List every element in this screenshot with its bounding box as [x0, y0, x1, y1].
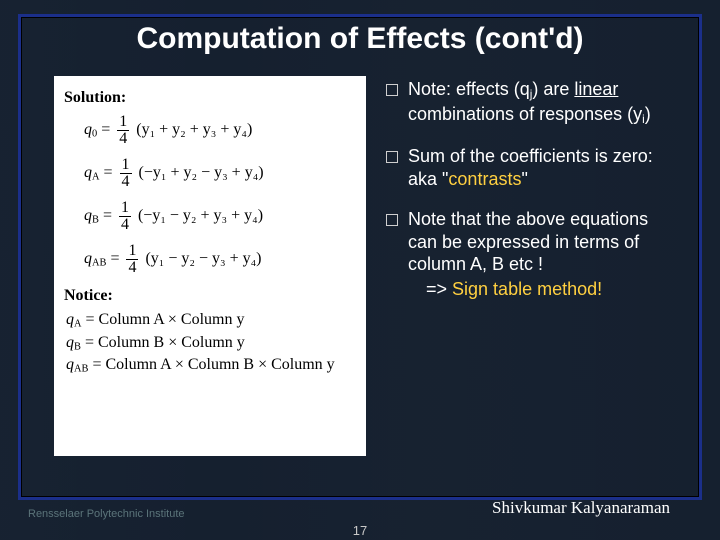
frac-den: 4	[120, 174, 132, 190]
note-item-3: Note that the above equations can be exp…	[386, 208, 676, 300]
t: )	[645, 104, 651, 124]
eq-lhs-sub: AB	[92, 258, 106, 269]
highlight-contrasts: contrasts	[448, 169, 521, 189]
notice-sub: A	[74, 319, 82, 330]
frac-num: 1	[117, 114, 129, 131]
bullet-square-icon	[386, 214, 398, 226]
eq-lhs: q	[84, 207, 92, 224]
note-item-1: Note: effects (qj) are linear combinatio…	[386, 78, 676, 127]
notice-row-A: qA = Column A × Column y	[66, 310, 356, 331]
note-text-3: Note that the above equations can be exp…	[408, 208, 676, 300]
frac-num: 1	[120, 157, 132, 174]
footer-author: Shivkumar Kalyanaraman	[492, 498, 670, 518]
eq-lhs: q	[84, 121, 92, 138]
frac-den: 4	[117, 131, 129, 147]
solution-label: Solution:	[64, 88, 356, 108]
eq-rhs: (−y₁ − y₂ + y₃ + y₄)	[138, 207, 263, 224]
notice-row-AB: qAB = Column A × Column B × Column y	[66, 355, 356, 376]
notice-text: = Column B × Column y	[81, 334, 245, 351]
footer-institute: Rensselaer Polytechnic Institute	[28, 508, 185, 520]
eq-lhs-sub: 0	[92, 129, 97, 140]
notice-label: Notice:	[64, 286, 356, 306]
note-text-1: Note: effects (qj) are linear combinatio…	[408, 78, 676, 127]
t: combinations of responses (y	[408, 104, 642, 124]
slide-root: Computation of Effects (cont'd) Solution…	[0, 0, 720, 540]
t: ) are	[532, 79, 574, 99]
equation-q0: q0 = 14 (y₁ + y₂ + y₃ + y₄)	[84, 114, 356, 147]
equation-qA: qA = 14 (−y₁ + y₂ − y₃ + y₄)	[84, 157, 356, 190]
eq-lhs: q	[84, 250, 92, 267]
notice-text: = Column A × Column y	[82, 311, 245, 328]
bullet-square-icon	[386, 84, 398, 96]
equation-qAB: qAB = 14 (y₁ − y₂ − y₃ + y₄)	[84, 243, 356, 276]
t: Note: effects (q	[408, 79, 530, 99]
notes-column: Note: effects (qj) are linear combinatio…	[386, 78, 676, 304]
frac-num: 1	[126, 243, 138, 260]
eq-lhs-sub: B	[92, 215, 99, 226]
notice-sub: B	[74, 341, 81, 352]
bullet-square-icon	[386, 151, 398, 163]
notice-sub: AB	[74, 364, 88, 375]
t: =>	[426, 279, 452, 299]
underline-linear: linear	[574, 79, 618, 99]
t: Sum of the coefficients is zero: aka "	[408, 146, 653, 189]
notice-row-B: qB = Column B × Column y	[66, 333, 356, 354]
note-item-2: Sum of the coefficients is zero: aka "co…	[386, 145, 676, 190]
page-number: 17	[353, 523, 367, 538]
eq-rhs: (−y₁ + y₂ − y₃ + y₄)	[139, 164, 264, 181]
frac-den: 4	[119, 217, 131, 233]
frac-den: 4	[126, 260, 138, 276]
t: Note that the above equations can be exp…	[408, 209, 648, 274]
eq-lhs: q	[84, 164, 92, 181]
eq-rhs: (y₁ − y₂ − y₃ + y₄)	[145, 250, 261, 267]
highlight-sign-table: Sign table method!	[452, 279, 602, 299]
slide-title: Computation of Effects (cont'd)	[0, 22, 720, 56]
notice-text: = Column A × Column B × Column y	[88, 356, 334, 373]
eq-rhs: (y₁ + y₂ + y₃ + y₄)	[136, 121, 252, 138]
frac-num: 1	[119, 200, 131, 217]
eq-lhs-sub: A	[92, 172, 100, 183]
equation-qB: qB = 14 (−y₁ − y₂ + y₃ + y₄)	[84, 200, 356, 233]
solution-box: Solution: q0 = 14 (y₁ + y₂ + y₃ + y₄) qA…	[54, 76, 366, 456]
note-text-2: Sum of the coefficients is zero: aka "co…	[408, 145, 676, 190]
note-arrow-line: => Sign table method!	[426, 278, 676, 301]
t: "	[521, 169, 527, 189]
